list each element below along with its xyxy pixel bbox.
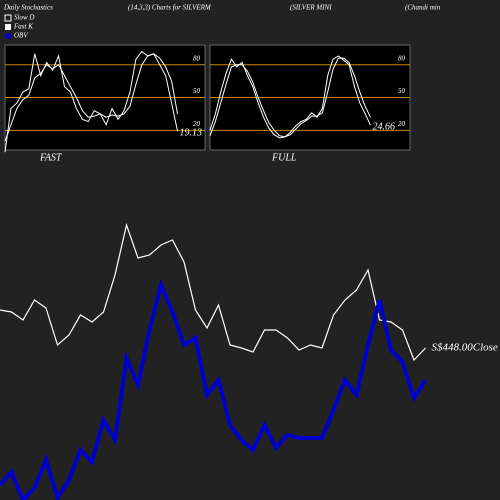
legend-marker xyxy=(4,14,12,22)
legend-label: Slow D xyxy=(14,14,34,22)
series-line xyxy=(209,57,371,138)
page-params: (14,3,3) Charts for SILVERM xyxy=(128,4,212,12)
legend-marker xyxy=(5,33,11,39)
y-tick-label: 50 xyxy=(398,87,406,95)
legend-label: OBV xyxy=(14,32,28,40)
y-tick-label: 50 xyxy=(193,87,201,95)
value-label: 19.13 xyxy=(180,128,203,139)
sector: (Chandi min xyxy=(405,4,441,12)
y-tick-label: 80 xyxy=(193,54,201,62)
legend-label: Fast K xyxy=(13,23,33,31)
page-title: Daily Stochastics xyxy=(3,4,53,12)
series-line xyxy=(0,278,428,500)
y-tick-label: 20 xyxy=(193,120,201,128)
panel-title: FAST xyxy=(39,152,63,163)
legend-marker xyxy=(5,24,11,30)
panel-title: FULL xyxy=(271,152,297,163)
y-tick-label: 20 xyxy=(398,120,406,128)
series-line xyxy=(4,53,179,142)
value-label: 24.66 xyxy=(373,122,396,133)
series-line xyxy=(0,222,426,362)
close-label: S$448.00Close xyxy=(432,342,498,354)
y-tick-label: 80 xyxy=(398,54,406,62)
instrument-name: (SILVER MINI xyxy=(290,4,332,12)
series-line xyxy=(209,55,371,139)
